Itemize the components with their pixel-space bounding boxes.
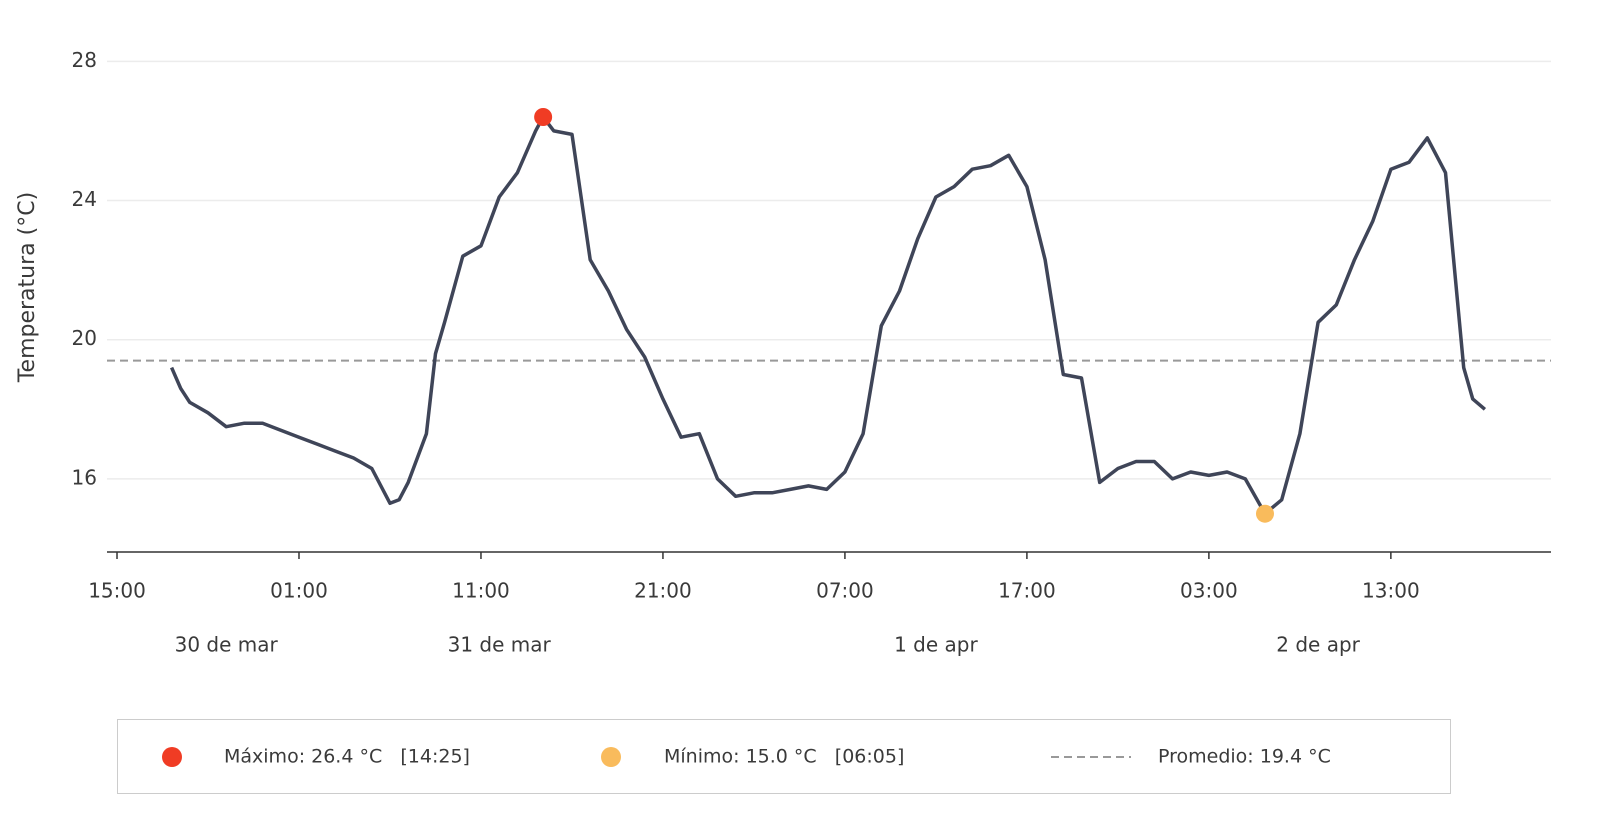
y-axis-label: Temperatura (°C) [15, 192, 40, 383]
x-tick-label: 01:00 [270, 579, 328, 603]
y-tick-label: 16 [72, 465, 97, 489]
legend-box [117, 719, 1451, 794]
legend-max-label: Máximo: 26.4 °C [14:25] [224, 746, 470, 768]
temperature-line [169, 115, 1487, 516]
min-marker [1255, 504, 1274, 523]
date-label: 31 de mar [448, 633, 552, 657]
x-tick-label: 13:00 [1362, 579, 1420, 603]
y-tick-label: 24 [72, 187, 97, 211]
date-label: 30 de mar [175, 633, 279, 657]
max-marker [534, 108, 553, 126]
y-tick-label: 20 [72, 326, 97, 350]
x-tick-label: 21:00 [634, 579, 692, 603]
x-tick-label: 03:00 [1180, 579, 1238, 603]
x-tick-label: 15:00 [88, 579, 146, 603]
x-tick-label: 07:00 [816, 579, 874, 603]
legend-min-dot [601, 747, 621, 767]
x-tick-label: 17:00 [998, 579, 1056, 603]
legend-max-dot [162, 747, 182, 767]
x-tick-label: 11:00 [452, 579, 510, 603]
date-label: 2 de apr [1276, 633, 1360, 657]
date-label: 1 de apr [894, 633, 978, 657]
legend-min-label: Mínimo: 15.0 °C [06:05] [664, 746, 904, 768]
y-tick-label: 28 [72, 48, 97, 72]
legend-mean-label: Promedio: 19.4 °C [1158, 746, 1331, 768]
